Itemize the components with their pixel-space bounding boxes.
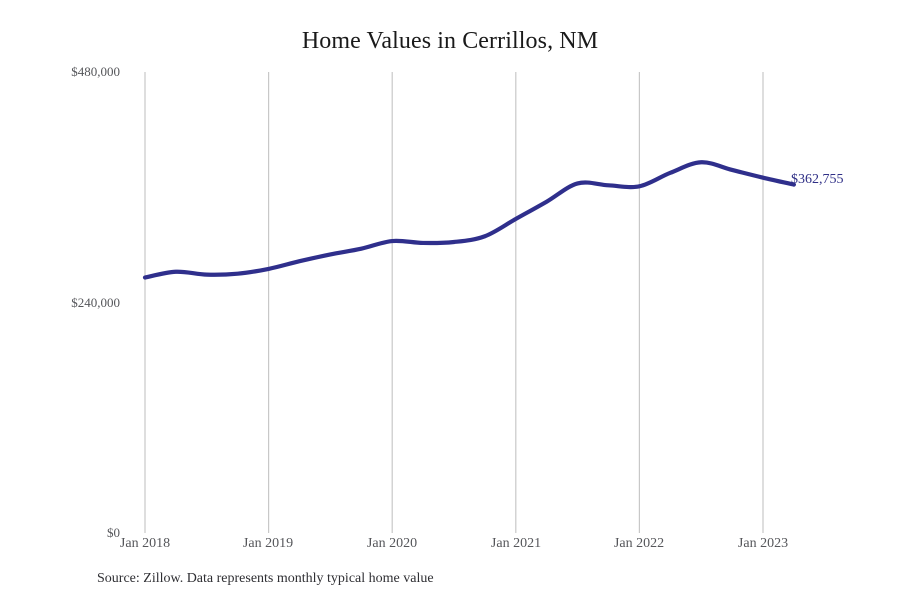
y-axis-tick-240000: $240,000 — [71, 295, 120, 310]
chart-title: Home Values in Cerrillos, NM — [301, 28, 599, 54]
x-axis-tick-jan-2021: Jan 2021 — [490, 536, 542, 551]
x-axis-tick-jan-2018: Jan 2018 — [119, 536, 171, 551]
y-axis-tick-0: $0 — [107, 525, 120, 540]
gridlines — [144, 72, 764, 533]
x-axis-tick-jan-2020: Jan 2020 — [366, 536, 418, 551]
y-axis-tick-480000: $480,000 — [71, 64, 120, 79]
home-value-line-series — [142, 160, 796, 280]
x-axis-tick-jan-2019: Jan 2019 — [242, 536, 294, 551]
x-axis-tick-jan-2023: Jan 2023 — [737, 536, 789, 551]
end-value-label: $362,755 — [791, 172, 844, 187]
x-axis-tick-jan-2022: Jan 2022 — [613, 536, 665, 551]
source-note: Source: Zillow. Data represents monthly … — [97, 571, 434, 586]
